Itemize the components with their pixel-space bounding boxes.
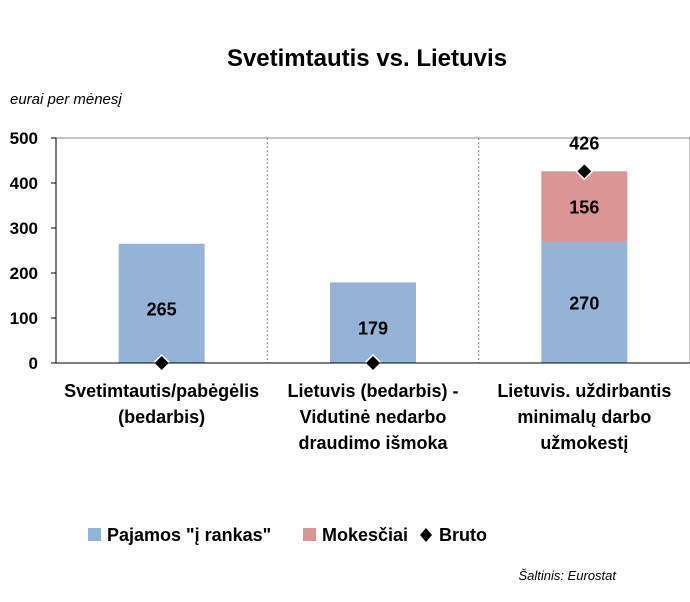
x-tick-label-line: Lietuvis (bedarbis) - (287, 381, 458, 401)
chart-title: Svetimtautis vs. Lietuvis (227, 45, 507, 72)
x-tick-label-line: užmokestį (540, 433, 628, 453)
y-tick-label: 400 (10, 174, 38, 193)
x-tick-label-line: Lietuvis. uždirbantis (497, 381, 671, 401)
legend-marker-gross (420, 528, 432, 542)
y-tick-label: 100 (10, 309, 38, 328)
legend-label-gross: Bruto (439, 525, 487, 545)
legend-label-income: Pajamos "į rankas" (107, 525, 271, 545)
data-label-income: 270 (569, 293, 599, 313)
data-label-total: 426 (569, 133, 599, 153)
y-tick-label: 200 (10, 264, 38, 283)
x-tick-label-line: draudimo išmoka (298, 433, 448, 453)
y-tick-label: 500 (10, 129, 38, 148)
chart: Svetimtautis vs. Lietuvis eurai per mėne… (0, 0, 690, 602)
legend-label-taxes: Mokesčiai (322, 525, 408, 545)
legend: Pajamos "į rankas" Mokesčiai Bruto (88, 525, 487, 545)
x-tick-label-line: Vidutinė nedarbo (300, 407, 447, 427)
legend-swatch-income (88, 528, 101, 541)
unit-label: eurai per mėnesį (10, 91, 122, 108)
x-tick-label-line: Svetimtautis/pabėgėlis (64, 381, 259, 401)
data-label-income: 179 (358, 319, 388, 339)
x-axis-labels: Svetimtautis/pabėgėlis (bedarbis) Lietuvis… (64, 381, 671, 453)
data-label-income: 265 (147, 299, 177, 319)
source-note: Šaltinis: Eurostat (518, 568, 617, 583)
x-tick-label-line: minimalų darbo (517, 407, 651, 427)
plot-area: 0 100 200 300 400 500 265 179 156 270 426 (10, 129, 690, 373)
x-tick-label: Lietuvis (bedarbis) - Vidutinė nedarbo dra… (287, 381, 458, 453)
data-label-taxes: 156 (569, 197, 599, 217)
x-tick-label: Lietuvis. uždirbantis minimalų darbo užmok… (497, 381, 671, 453)
legend-swatch-taxes (303, 528, 316, 541)
x-tick-label: Svetimtautis/pabėgėlis (bedarbis) (64, 381, 259, 427)
y-tick-label: 0 (29, 354, 38, 373)
x-tick-label-line: (bedarbis) (118, 407, 205, 427)
y-tick-label: 300 (10, 219, 38, 238)
